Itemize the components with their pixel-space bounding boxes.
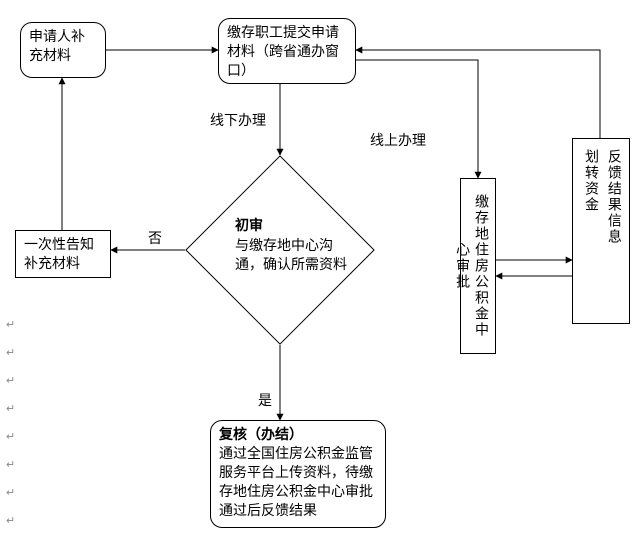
- node-review-close-label: 通过全国住房公积金监管服务平台上传资料，待缴存地住房公积金中心审批通过后反馈结果: [219, 447, 373, 519]
- node-submit-materials: 缴存职工提交申请材料（跨省通办窗口）: [218, 18, 356, 84]
- edge-label-online: 线上办理: [370, 130, 426, 150]
- node-preliminary-label: 与缴存地中心沟通，确认所需资料: [235, 239, 347, 274]
- node-preliminary-title: 初审: [235, 219, 263, 234]
- node-center-approval: 缴存地住房公积金中心审批: [460, 178, 496, 354]
- feedback-col2: 划转资金: [580, 149, 599, 245]
- margin-mark: ↵: [6, 430, 15, 443]
- margin-mark: ↵: [6, 374, 15, 387]
- edge-label-no: 否: [148, 228, 162, 248]
- edge-e8: [356, 50, 600, 138]
- node-submit-materials-label: 缴存职工提交申请材料（跨省通办窗口）: [227, 26, 339, 79]
- node-applicant-supplement-label: 申请人补充材料: [29, 30, 85, 64]
- node-preliminary: 初审 与缴存地中心沟通，确认所需资料: [185, 155, 375, 345]
- feedback-col1: 反馈结果信息: [603, 149, 622, 245]
- node-inform-once-label: 一次性告知补充材料: [24, 238, 94, 272]
- node-review-close: 复核（办结） 通过全国住房公积金监管服务平台上传资料，待缴存地住房公积金中心审批…: [210, 420, 386, 528]
- margin-mark: ↵: [6, 486, 15, 499]
- margin-mark: ↵: [6, 402, 15, 415]
- node-review-close-title: 复核（办结）: [219, 428, 303, 443]
- node-feedback-transfer: 反馈结果信息 划转资金: [572, 138, 630, 324]
- node-center-approval-label: 缴存地住房公积金中心审批: [454, 194, 488, 338]
- node-inform-once: 一次性告知补充材料: [15, 230, 111, 278]
- margin-mark: ↵: [6, 346, 15, 359]
- margin-mark: ↵: [6, 318, 15, 331]
- node-applicant-supplement: 申请人补充材料: [20, 22, 106, 78]
- margin-mark: ↵: [6, 514, 15, 527]
- edge-label-yes: 是: [258, 390, 272, 410]
- edge-label-offline: 线下办理: [210, 110, 266, 130]
- margin-mark: ↵: [6, 458, 15, 471]
